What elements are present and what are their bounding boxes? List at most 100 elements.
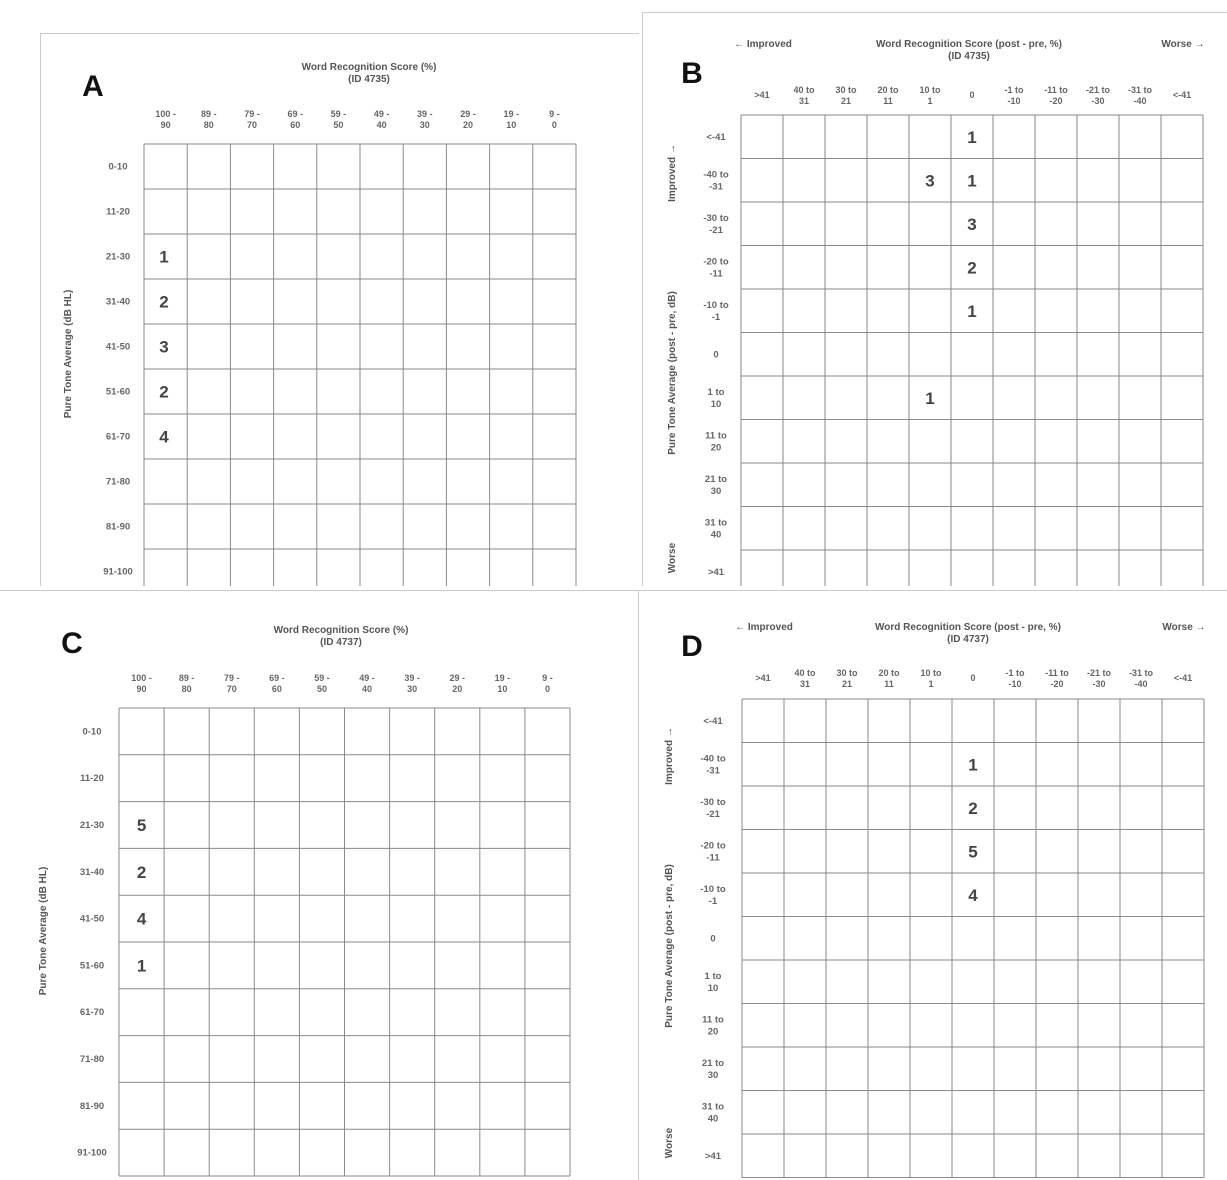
y-tick-label: >41 bbox=[705, 1151, 722, 1162]
x-tick-label: -31 to bbox=[1128, 85, 1153, 95]
cell-value: 4 bbox=[968, 886, 978, 905]
y-tick-label: 11-20 bbox=[106, 207, 130, 218]
chart-subtitle: (ID 4737) bbox=[320, 637, 362, 648]
x-improved-label: ← Improved bbox=[734, 39, 792, 50]
panel-b: B Word Recognition Score (post - pre, %)(… bbox=[642, 12, 1227, 586]
y-tick-label: >41 bbox=[708, 567, 725, 578]
chart-title: Word Recognition Score (post - pre, %) bbox=[876, 39, 1062, 50]
x-tick-label: -31 to bbox=[1129, 668, 1154, 678]
x-tick-label: 49 - bbox=[374, 109, 390, 119]
y-tick-label: 61-70 bbox=[106, 432, 130, 443]
chart-subtitle: (ID 4737) bbox=[947, 634, 989, 645]
x-tick-label: -1 to bbox=[1006, 668, 1026, 678]
y-tick-label: 0-10 bbox=[82, 726, 101, 737]
cell-value: 2 bbox=[159, 293, 168, 312]
y-tick-label: -11 bbox=[706, 852, 720, 863]
x-tick-label: 79 - bbox=[224, 673, 240, 683]
cell-value: 2 bbox=[137, 863, 146, 882]
panel-a-chart: A Word Recognition Score (%)(ID 4735) 100 … bbox=[63, 62, 577, 586]
x-tick-label: 59 - bbox=[331, 109, 347, 119]
x-tick-label: 70 bbox=[247, 120, 257, 130]
x-tick-label: 80 bbox=[182, 684, 192, 694]
y-tick-label: 51-60 bbox=[80, 960, 104, 971]
x-tick-label: -40 bbox=[1134, 679, 1147, 689]
x-tick-label: -40 bbox=[1133, 96, 1146, 106]
y-tick-label: 11 to bbox=[702, 1014, 724, 1025]
y-tick-label: -40 to bbox=[700, 753, 726, 764]
y-improved-label: Improved → bbox=[664, 727, 675, 785]
panel-c: C Word Recognition Score (%) (ID 4737) 100 … bbox=[0, 590, 639, 1180]
y-tick-label: -21 bbox=[706, 809, 720, 820]
x-tick-label: 100 - bbox=[131, 673, 152, 683]
y-tick-label: 1 to bbox=[708, 387, 725, 398]
x-worse-label: Worse → bbox=[1162, 622, 1205, 633]
x-tick-label: <-41 bbox=[1174, 673, 1192, 683]
y-tick-label: 40 bbox=[711, 529, 722, 540]
x-tick-label: -1 to bbox=[1005, 85, 1025, 95]
x-tick-label: 10 to bbox=[920, 668, 942, 678]
x-tick-label: 20 bbox=[463, 120, 473, 130]
chart-title: Word Recognition Score (post - pre, %) bbox=[875, 622, 1061, 633]
y-tick-label: <-41 bbox=[703, 716, 723, 727]
x-tick-label: 60 bbox=[290, 120, 300, 130]
x-tick-label: 69 - bbox=[269, 673, 285, 683]
cell-value: 2 bbox=[968, 799, 977, 818]
x-tick-label: -10 bbox=[1007, 96, 1020, 106]
chart-title: Word Recognition Score (%) bbox=[302, 62, 437, 73]
panel-d: D Word Recognition Score (post - pre, %)(… bbox=[638, 590, 1227, 1180]
x-tick-label: 30 to bbox=[836, 668, 858, 678]
cell-value: 3 bbox=[925, 171, 934, 190]
y-tick-label: -20 to bbox=[700, 840, 726, 851]
x-tick-label: -21 to bbox=[1087, 668, 1112, 678]
cell-value: 1 bbox=[967, 302, 976, 321]
y-tick-label: -30 to bbox=[700, 797, 726, 808]
x-tick-label: -11 to bbox=[1045, 668, 1069, 678]
y-axis-title: Pure Tone Average (dB HL) bbox=[63, 290, 74, 419]
x-tick-label: 79 - bbox=[244, 109, 260, 119]
x-tick-label: 90 bbox=[161, 120, 171, 130]
x-tick-label: -30 bbox=[1091, 96, 1104, 106]
chart-subtitle: (ID 4735) bbox=[348, 74, 390, 85]
x-tick-label: 29 - bbox=[460, 109, 476, 119]
y-tick-label: 31 to bbox=[705, 517, 727, 528]
cell-value: 1 bbox=[967, 171, 976, 190]
x-tick-label: 11 bbox=[883, 96, 893, 106]
y-tick-label: 41-50 bbox=[106, 342, 130, 353]
cell-value: 1 bbox=[968, 755, 977, 774]
x-tick-label: 89 - bbox=[179, 673, 195, 683]
x-tick-label: 20 to bbox=[877, 85, 899, 95]
y-tick-label: -30 to bbox=[703, 213, 729, 224]
y-tick-label: 30 bbox=[708, 1070, 719, 1081]
x-tick-label: 1 bbox=[927, 96, 932, 106]
y-tick-label: -40 to bbox=[703, 169, 729, 180]
y-tick-label: -10 to bbox=[700, 884, 726, 895]
y-tick-label: 0 bbox=[713, 349, 718, 360]
y-tick-label: -21 bbox=[709, 225, 723, 236]
x-tick-label: -30 bbox=[1092, 679, 1105, 689]
y-tick-label: 71-80 bbox=[80, 1054, 104, 1065]
cell-value: 3 bbox=[159, 338, 168, 357]
x-tick-label: 30 to bbox=[835, 85, 857, 95]
y-tick-label: -20 to bbox=[703, 256, 729, 267]
panel-label: B bbox=[681, 57, 703, 90]
y-tick-label: 30 bbox=[711, 486, 722, 497]
y-tick-label: -1 bbox=[712, 312, 721, 323]
x-tick-label: 20 bbox=[452, 684, 462, 694]
x-tick-label: 39 - bbox=[417, 109, 433, 119]
y-tick-label: 0-10 bbox=[108, 162, 127, 173]
y-tick-label: <-41 bbox=[706, 132, 726, 143]
cell-value: 3 bbox=[967, 215, 976, 234]
chart-subtitle: (ID 4735) bbox=[948, 51, 990, 62]
panel-d-chart: D Word Recognition Score (post - pre, %)(… bbox=[664, 622, 1206, 1178]
x-tick-label: 40 to bbox=[794, 668, 816, 678]
x-tick-label: 10 bbox=[506, 120, 516, 130]
panel-label: D bbox=[681, 630, 703, 663]
panel-c-chart: C Word Recognition Score (%)(ID 4737) 100 … bbox=[38, 625, 571, 1177]
cell-value: 1 bbox=[967, 128, 976, 147]
y-tick-label: -31 bbox=[706, 765, 720, 776]
x-tick-label: 19 - bbox=[495, 673, 511, 683]
x-tick-label: 69 - bbox=[287, 109, 303, 119]
x-tick-label: 90 bbox=[137, 684, 147, 694]
panel-label: C bbox=[61, 627, 83, 660]
cell-value: 1 bbox=[925, 389, 934, 408]
